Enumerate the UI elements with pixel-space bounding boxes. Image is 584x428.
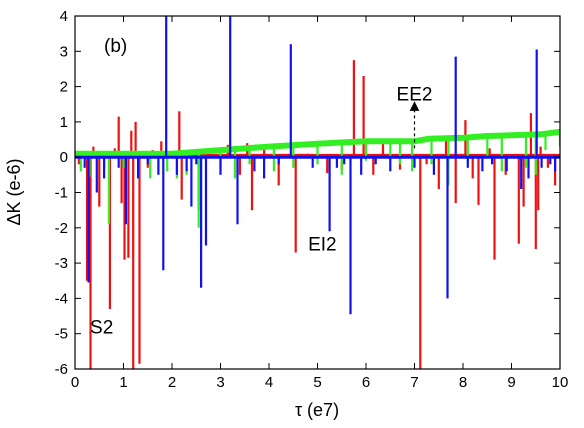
annotations-layer: EE2 EI2 S2: [90, 85, 432, 339]
x-tick-label: 2: [168, 374, 176, 391]
y-tick-label: -3: [55, 255, 68, 272]
annotation-ei2: EI2: [308, 235, 337, 256]
y-tick-label: -4: [55, 290, 68, 307]
y-tick-label: 4: [60, 8, 68, 25]
x-tick-label: 7: [410, 374, 418, 391]
y-tick-label: 1: [60, 114, 68, 131]
annotation-ee2: EE2: [397, 85, 433, 106]
x-tick-label: 0: [71, 374, 79, 391]
series-1: [75, 128, 560, 228]
x-tick-label: 3: [216, 374, 224, 391]
annotation-s2: S2: [90, 318, 113, 339]
x-tick-label: 8: [459, 374, 467, 391]
x-axis-label: τ (e7): [295, 400, 339, 420]
panel-label: (b): [104, 36, 127, 57]
series-0: [75, 60, 560, 369]
y-tick-label: 3: [60, 43, 68, 60]
plot-frame: [74, 15, 561, 370]
y-tick-label: -1: [55, 185, 68, 202]
x-tick-label: 10: [552, 374, 569, 391]
x-tick-label: 9: [507, 374, 515, 391]
y-tick-label: -6: [55, 361, 68, 378]
x-tick-label: 4: [265, 374, 273, 391]
x-tick-label: 6: [362, 374, 370, 391]
y-tick-label: -2: [55, 220, 68, 237]
y-tick-label: -5: [55, 326, 68, 343]
series-layer: [75, 16, 560, 369]
x-tick-label: 1: [119, 374, 127, 391]
y-tick-label: 2: [60, 79, 68, 96]
series-2: [75, 16, 560, 315]
y-axis-label: ΔK (e-6): [4, 158, 24, 225]
y-tick-label: 0: [60, 149, 68, 166]
ticks-layer: 0 1 2 3 4 5 6 7 8 9 10 -6 -5 -4 -3 -2 -1 0 1 2 3 4: [55, 8, 569, 391]
x-tick-label: 5: [313, 374, 321, 391]
